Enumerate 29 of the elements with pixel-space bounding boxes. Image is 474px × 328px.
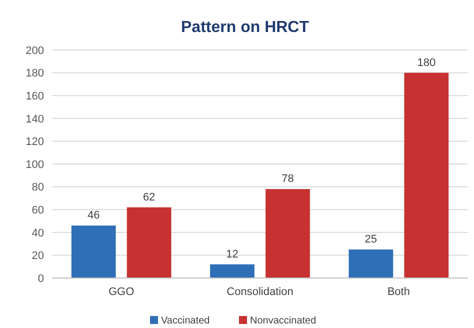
legend-label: Vaccinated (161, 316, 210, 326)
x-tick-label: Both (387, 286, 410, 298)
y-tick-label: 100 (26, 158, 44, 171)
y-tick-label: 20 (32, 250, 44, 262)
bar (126, 207, 172, 278)
y-tick-label: 160 (26, 90, 44, 102)
data-label: 62 (142, 191, 156, 204)
y-tick-label: 180 (26, 68, 44, 80)
x-tick-label: Consolidation (226, 286, 294, 298)
bar (266, 189, 310, 278)
data-label: 46 (87, 210, 100, 222)
y-tick-label: 120 (26, 136, 44, 148)
bar (404, 72, 449, 278)
y-tick-label: 200 (26, 44, 44, 57)
y-tick-label: 140 (26, 113, 44, 126)
data-label: 180 (417, 56, 436, 69)
bar (210, 264, 254, 278)
x-tick-label: GGO (108, 286, 135, 298)
legend-label: Nonvaccinated (250, 316, 316, 326)
bar (348, 250, 394, 278)
bar (71, 226, 116, 278)
y-tick-label: 60 (32, 204, 44, 216)
data-label: 12 (226, 248, 238, 260)
data-label: 78 (282, 173, 294, 186)
y-tick-label: 80 (32, 182, 44, 194)
y-tick-label: 0 (38, 272, 44, 285)
y-tick-label: 40 (32, 227, 44, 240)
data-label: 25 (364, 234, 378, 246)
chart-title: Pattern on HRCT (181, 19, 310, 36)
